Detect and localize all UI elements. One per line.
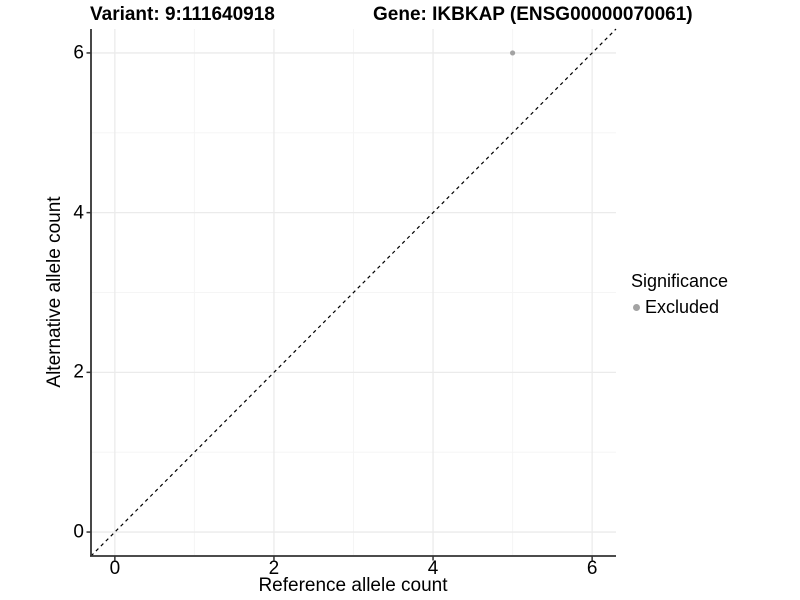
y-tick-label: 4 xyxy=(73,202,84,224)
x-axis-title: Reference allele count xyxy=(258,575,448,596)
legend-entry: Excluded xyxy=(631,297,728,318)
identity-line xyxy=(90,28,617,557)
y-axis-title: Alternative allele count xyxy=(44,196,65,388)
legend-entry-label: Excluded xyxy=(645,297,720,317)
legend-title: Significance xyxy=(631,271,729,291)
gene-title: Gene: IKBKAP (ENSG00000070061) xyxy=(373,4,693,25)
x-tick-label: 2 xyxy=(268,558,280,579)
y-tick-label: 0 xyxy=(73,521,84,543)
legend: Significance Excluded xyxy=(631,271,728,318)
x-tick-label: 6 xyxy=(586,558,598,579)
y-tick-label: 6 xyxy=(73,42,84,64)
data-point xyxy=(509,50,516,56)
legend-point-icon xyxy=(633,304,640,311)
variant-title: Variant: 9:111640918 xyxy=(90,4,275,25)
x-tick-label: 0 xyxy=(109,558,121,579)
y-tick-label: 2 xyxy=(73,361,84,383)
x-tick-label: 4 xyxy=(427,558,439,579)
